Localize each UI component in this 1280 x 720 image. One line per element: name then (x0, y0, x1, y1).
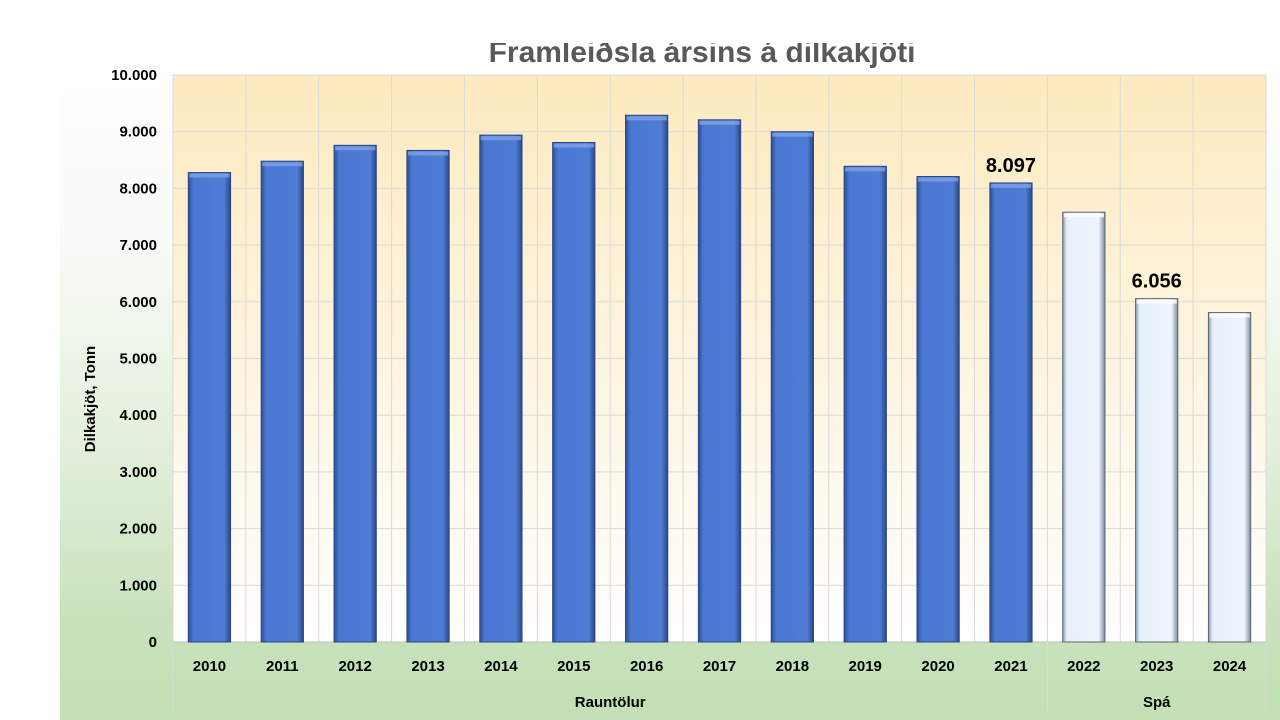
bar-2024 (1207, 312, 1252, 643)
bar-cap-2011 (262, 162, 303, 167)
y-tick-label: 10.000 (111, 67, 157, 84)
bar-cap-2012 (335, 146, 376, 151)
bar-2014 (479, 134, 523, 643)
y-axis-ticks: 0 1.000 2.000 3.000 4.000 5.000 6.000 7.000 8.00… (111, 67, 157, 651)
x-tick-label: 2016 (630, 658, 663, 675)
y-axis-label: Dilkakjöt, Tonn (82, 346, 99, 452)
x-tick-label: 2019 (849, 658, 882, 675)
bar-cap-2013 (407, 151, 449, 156)
bar-2010 (187, 172, 232, 643)
bar-cap-2023 (1136, 299, 1177, 304)
bars (187, 114, 1252, 643)
x-tick-label: 2014 (484, 658, 518, 675)
x-tick-label: 2021 (994, 658, 1027, 675)
bar-cap-2010 (189, 173, 230, 178)
y-tick-label: 4.000 (119, 407, 157, 424)
bar-cap-2022 (1063, 213, 1104, 218)
y-tick-label: 7.000 (119, 237, 157, 254)
bar-2021 (989, 182, 1033, 643)
data-label-2021: 8.097 (986, 155, 1036, 177)
x-tick-label: 2011 (266, 658, 299, 675)
bar-2023 (1135, 298, 1179, 643)
y-tick-label: 8.000 (119, 180, 157, 197)
bar-cap-2019 (845, 167, 886, 172)
x-tick-label: 2018 (776, 658, 809, 675)
x-tick-label: 2022 (1067, 658, 1100, 675)
y-tick-label: 5.000 (119, 351, 157, 368)
bar-cap-2024 (1209, 313, 1250, 318)
group-label: Rauntölur (575, 694, 646, 711)
x-tick-label: 2017 (703, 658, 736, 675)
category-groups: Rauntölur Spá (172, 642, 1267, 713)
bar-cap-2016 (626, 116, 667, 121)
bar-2016 (625, 114, 669, 643)
y-tick-label: 9.000 (119, 124, 157, 141)
bar-cap-2015 (553, 143, 594, 148)
data-labels: 8.097 6.056 (986, 155, 1182, 293)
data-label-2023: 6.056 (1132, 271, 1182, 293)
x-tick-label: 2024 (1213, 658, 1247, 675)
x-tick-label: 2015 (557, 658, 590, 675)
x-tick-label: 2010 (193, 658, 226, 675)
y-tick-label: 6.000 (119, 294, 157, 311)
y-tick-label: 1.000 (119, 577, 157, 594)
y-tick-label: 2.000 (119, 521, 157, 538)
chart-title: Framleiðsla ársins á dilkakjöti (489, 43, 916, 69)
bar-2015 (552, 141, 596, 643)
chart-area: Framleiðsla ársins á dilkakjöti 0 1.000 2.… (60, 43, 1280, 720)
x-tick-label: 2012 (338, 658, 371, 675)
y-tick-label: 3.000 (119, 464, 157, 481)
bar-2022 (1062, 211, 1106, 643)
bar-cap-2018 (772, 132, 813, 137)
bar-2013 (406, 149, 450, 643)
bar-2012 (333, 144, 377, 643)
x-axis-ticks: 2010 2011 2012 2013 2014 2015 2016 2017 2018 2019… (193, 658, 1247, 675)
bar-cap-2014 (480, 136, 522, 141)
bar-2017 (697, 119, 742, 643)
group-label: Spá (1143, 694, 1171, 711)
bar-2019 (843, 165, 887, 643)
x-tick-label: 2023 (1140, 658, 1173, 675)
bar-cap-2017 (699, 120, 740, 125)
bar-cap-2021 (990, 183, 1032, 188)
bar-2020 (916, 175, 960, 643)
bar-cap-2020 (917, 177, 959, 182)
bar-2018 (770, 131, 814, 643)
y-tick-label: 0 (149, 634, 157, 651)
bar-2011 (260, 160, 304, 643)
x-tick-label: 2020 (921, 658, 954, 675)
bar-chart: Framleiðsla ársins á dilkakjöti 0 1.000 2.… (82, 43, 1267, 713)
x-tick-label: 2013 (411, 658, 444, 675)
